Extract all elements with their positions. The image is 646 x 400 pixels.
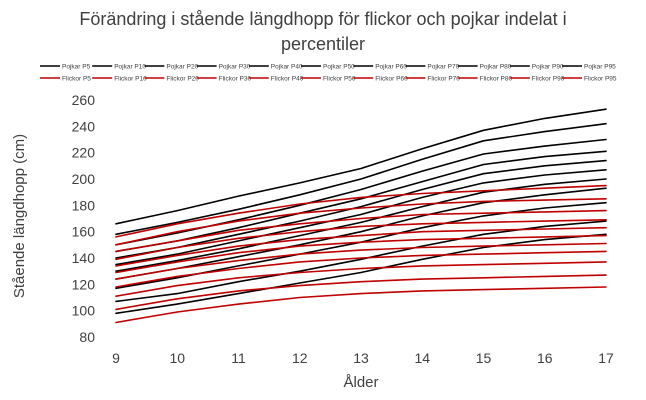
legend-label: Flickor P70 [427,75,460,82]
y-tick-label: 240 [72,118,96,134]
y-tick-label: 180 [72,197,96,213]
x-tick-label: 14 [414,350,430,366]
series-line [115,250,607,288]
series-line [115,169,607,266]
x-axis-ticks: 9 10 11 12 13 14 15 16 17 [112,350,614,366]
y-tick-label: 80 [79,329,95,345]
series-line [115,187,607,280]
series-line [115,219,607,261]
series-line [115,159,607,259]
x-tick-label: 16 [537,350,553,366]
series-line [115,178,607,273]
y-tick-label: 100 [72,303,96,319]
x-axis-label: Ålder [343,374,378,391]
chart-legend: Pojkar P5 Pojkar P10 Pojkar P20 Pojkar P30 P… [40,63,617,82]
series-line [115,234,607,274]
series-line [115,198,607,246]
series-line [115,226,607,267]
legend-label: Pojkar P10 [114,63,146,70]
series-line [115,108,607,225]
x-tick-label: 12 [292,350,308,366]
legend-label: Flickor P5 [62,75,91,82]
legend-label: Pojkar P95 [584,63,616,70]
y-tick-label: 160 [72,224,96,240]
y-tick-label: 140 [72,250,96,266]
legend-label: Flickor P20 [166,75,199,82]
series-line [115,122,607,236]
legend-label: Pojkar P90 [532,63,564,70]
legend-label: Pojkar P40 [271,63,303,70]
y-tick-label: 220 [72,145,96,161]
legend-label: Flickor P30 [219,75,252,82]
x-tick-label: 17 [598,350,614,366]
legend-label: Pojkar P30 [219,63,251,70]
series-line [115,242,607,280]
legend-label: Pojkar P20 [166,63,198,70]
y-axis-ticks: 80 100 120 140 160 180 200 220 240 260 [72,92,96,345]
series-line [115,209,607,253]
series-line [115,261,607,298]
legend-label: Flickor P40 [271,75,304,82]
y-tick-label: 120 [72,276,96,292]
legend-label: Pojkar P80 [480,63,512,70]
legend-label: Flickor P90 [532,75,565,82]
x-tick-label: 11 [231,350,246,366]
x-tick-label: 10 [169,350,185,366]
legend-label: Pojkar P70 [427,63,459,70]
legend-label: Flickor P95 [584,75,617,82]
chart-title-line-2: percentiler [281,34,365,54]
legend-label: Flickor P60 [375,75,408,82]
series-line [115,184,607,238]
series-line [115,286,607,324]
x-tick-label: 9 [112,350,120,366]
series-line [115,233,607,315]
legend-label: Pojkar P5 [62,63,91,70]
legend-label: Pojkar P50 [323,63,355,70]
y-tick-label: 200 [72,171,96,187]
chart-title-line-1: Förändring i stående längdhopp för flick… [79,9,566,29]
legend-label: Flickor P10 [114,75,147,82]
y-axis-label: Stående längdhopp (cm) [11,134,28,298]
legend-label: Flickor P50 [323,75,356,82]
x-tick-label: 15 [476,350,492,366]
x-tick-label: 13 [353,350,369,366]
legend-label: Flickor P80 [480,75,513,82]
series-line [115,274,607,311]
y-tick-label: 260 [72,92,96,108]
plot-series-lines [115,108,607,324]
series-line [115,150,607,253]
legend-label: Pojkar P60 [375,63,407,70]
